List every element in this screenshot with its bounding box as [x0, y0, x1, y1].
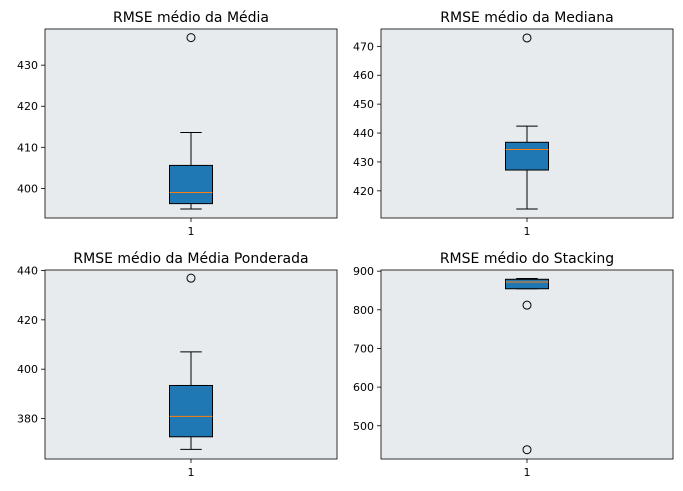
x-tick-label: 1 [524, 225, 531, 238]
iqr-box [505, 278, 549, 290]
axes-background [381, 270, 673, 459]
outlier-point [522, 33, 532, 43]
chart-title: RMSE médio da Média Ponderada [73, 251, 308, 267]
y-tick-label: 380 [17, 413, 38, 426]
y-tick-label: 440 [353, 127, 374, 140]
outlier-point [186, 273, 196, 283]
chart-title: RMSE médio do Stacking [440, 251, 614, 267]
chart-title: RMSE médio da Mediana [440, 10, 613, 26]
y-tick-label: 700 [353, 342, 374, 355]
subplot-1: RMSE médio da Média 400 410 420 430 1 [17, 10, 338, 238]
y-tick-label: 600 [353, 381, 374, 394]
y-tick-label: 400 [17, 182, 38, 195]
y-tick-label: 440 [17, 264, 38, 277]
axes-frame [380, 28, 674, 219]
x-tick-label: 1 [188, 466, 195, 479]
subplot-4: RMSE médio do Stacking 500 600 700 800 900 1 [353, 251, 674, 479]
y-tick-label: 500 [353, 420, 374, 433]
y-tick-label: 410 [17, 141, 38, 154]
chart-title: RMSE médio da Média [113, 10, 269, 26]
y-tick-label: 900 [353, 265, 374, 278]
outlier-point [186, 33, 196, 43]
y-tick-label: 430 [17, 59, 38, 72]
axes-frame [380, 269, 674, 460]
y-tick-label: 470 [353, 40, 374, 53]
subplot-2: RMSE médio da Mediana 420 430 440 450 460 470 1 [353, 10, 674, 238]
x-tick-label: 1 [524, 466, 531, 479]
y-tick-label: 430 [353, 156, 374, 169]
y-tick-label: 420 [353, 185, 374, 198]
y-tick-label: 400 [17, 363, 38, 376]
iqr-box [169, 384, 213, 438]
y-tick-label: 450 [353, 98, 374, 111]
y-tick-label: 460 [353, 69, 374, 82]
x-tick-label: 1 [188, 225, 195, 238]
outlier-point [522, 300, 532, 310]
subplot-3: RMSE médio da Média Ponderada 380 400 420 44… [17, 251, 338, 479]
iqr-box [505, 141, 549, 171]
y-tick-label: 420 [17, 314, 38, 327]
outlier-point [522, 445, 532, 455]
y-tick-label: 800 [353, 304, 374, 317]
axes-frame [44, 28, 338, 219]
y-tick-label: 420 [17, 100, 38, 113]
axes-frame [44, 269, 338, 460]
iqr-box [169, 164, 213, 205]
